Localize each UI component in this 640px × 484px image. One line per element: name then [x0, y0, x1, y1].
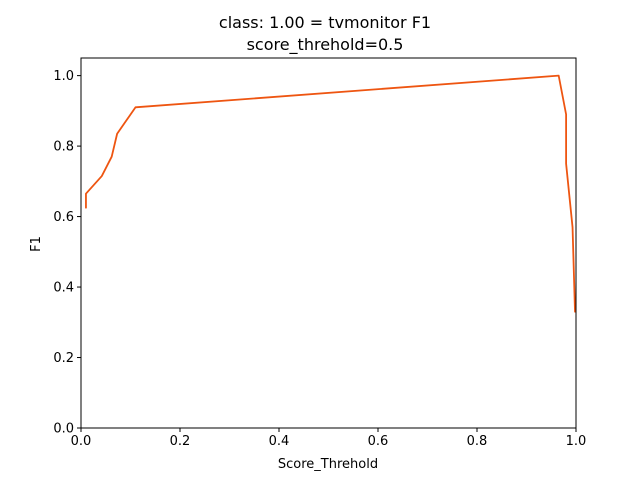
y-tick-label: 0.6 [53, 210, 74, 225]
x-tick-label: 0.0 [71, 434, 92, 449]
chart-subtitle: score_threhold=0.5 [247, 35, 404, 55]
x-tick-label: 1.0 [566, 434, 587, 449]
series-line-0 [85, 74, 576, 313]
x-tick-label: 0.6 [368, 434, 389, 449]
x-tick-label: 0.8 [467, 434, 488, 449]
plot-area: 0.0 0.2 0.4 0.6 0.8 1.0 0.0 0.2 0.4 0.6 0.8 1.0 [53, 57, 587, 449]
y-tick-label: 0.4 [53, 281, 74, 296]
chart-title: class: 1.00 = tvmonitor F1 [219, 13, 431, 32]
x-tick-label: 0.2 [170, 434, 191, 449]
y-axis-label: F1 [29, 236, 44, 252]
y-tick-label: 0.2 [53, 351, 74, 366]
y-tick-label: 0.0 [53, 422, 74, 437]
x-tick-label: 0.4 [269, 434, 290, 449]
x-axis-label: Score_Threhold [278, 457, 378, 472]
axes-frame [80, 57, 577, 429]
y-tick-label: 0.8 [53, 140, 74, 155]
y-tick-label: 1.0 [53, 69, 74, 84]
